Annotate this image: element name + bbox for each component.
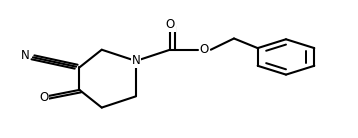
- Text: O: O: [200, 43, 209, 56]
- Text: N: N: [21, 49, 29, 62]
- Text: O: O: [165, 18, 175, 31]
- Text: N: N: [131, 55, 140, 67]
- Text: O: O: [39, 91, 48, 104]
